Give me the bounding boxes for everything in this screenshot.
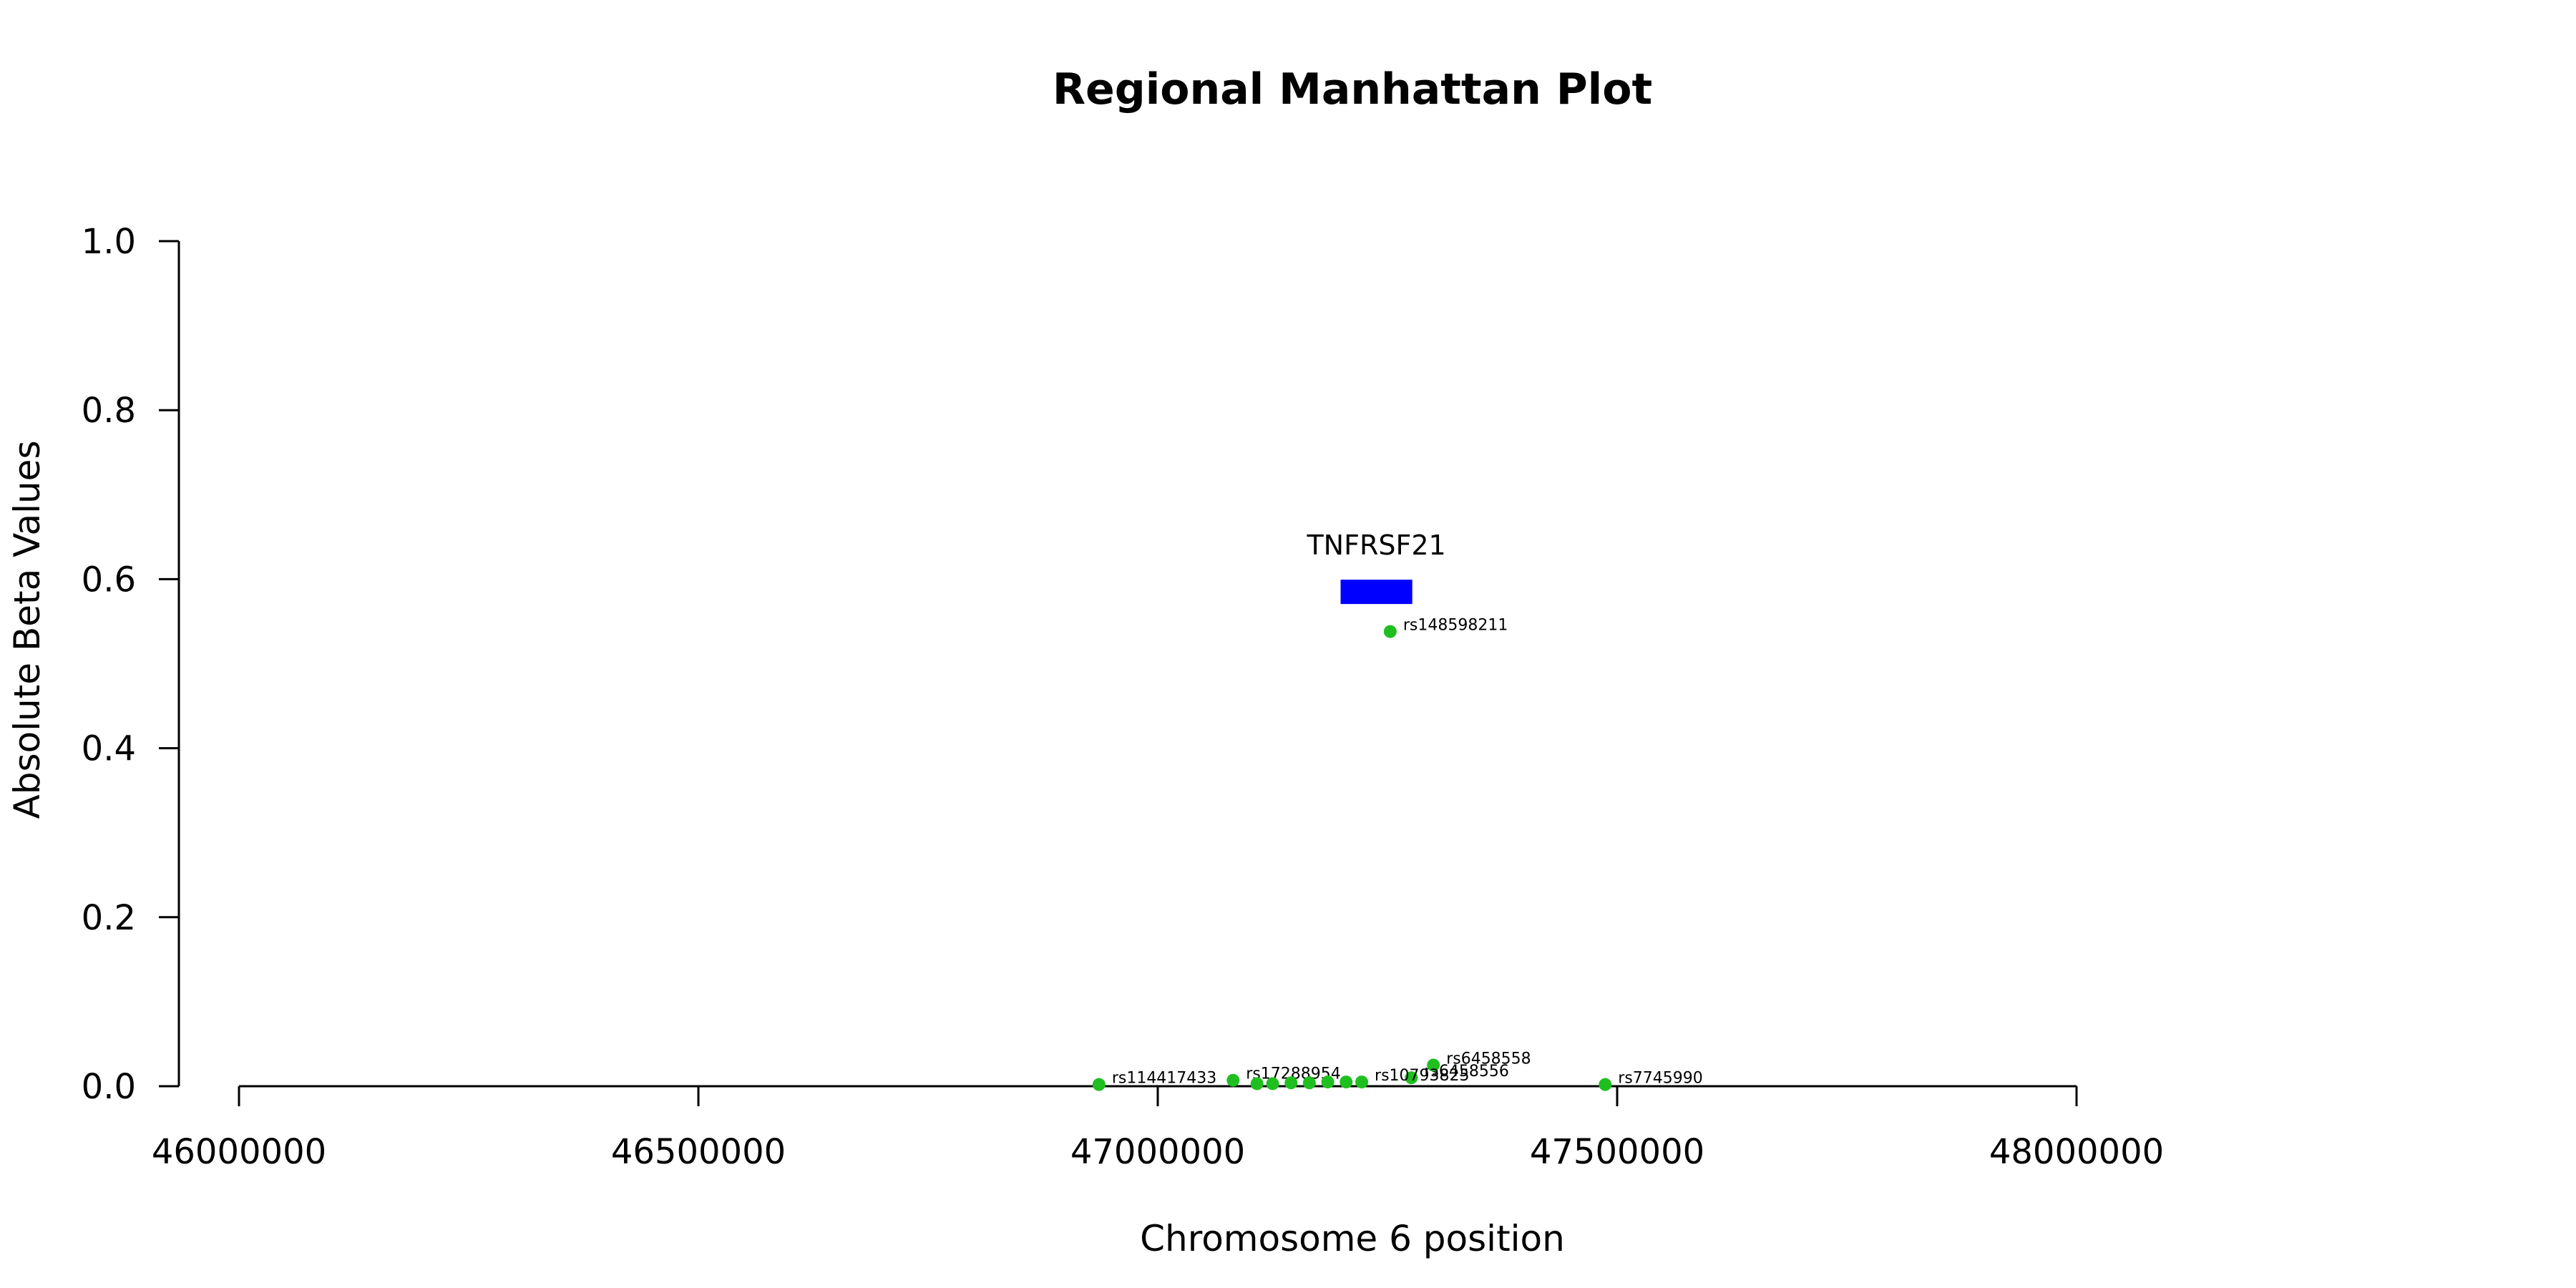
snp-point xyxy=(1092,1078,1106,1091)
snp-point xyxy=(1302,1076,1316,1090)
y-tick-label: 0.2 xyxy=(82,898,136,938)
snp-label: rs148598211 xyxy=(1403,617,1508,635)
y-tick-label: 0.0 xyxy=(82,1067,136,1107)
snp-point xyxy=(1599,1078,1612,1091)
snp-label: rs7745990 xyxy=(1618,1070,1703,1088)
snp-point xyxy=(1266,1077,1279,1091)
x-tick-label: 48000000 xyxy=(1989,1132,2164,1172)
snp-label: rs114417433 xyxy=(1112,1070,1216,1088)
snp-point xyxy=(1383,625,1397,638)
snp-point xyxy=(1355,1075,1369,1089)
snp-point xyxy=(1427,1058,1440,1072)
snp-label: rs6458558 xyxy=(1446,1050,1531,1068)
y-tick-label: 0.4 xyxy=(82,729,136,769)
x-tick-label: 46500000 xyxy=(611,1132,786,1172)
gene-bar xyxy=(1340,580,1413,605)
snp-point xyxy=(1321,1075,1335,1089)
snp-point xyxy=(1250,1077,1264,1091)
x-axis: 46000000 46500000 47000000 47500000 48000000 xyxy=(152,1085,2164,1172)
snp-point xyxy=(1405,1071,1418,1085)
x-tick-label: 46000000 xyxy=(152,1132,326,1172)
x-tick-label: 47000000 xyxy=(1070,1132,1245,1172)
y-tick-label: 0.6 xyxy=(82,560,136,600)
chart-title: Regional Manhattan Plot xyxy=(1053,64,1652,114)
snp-point xyxy=(1340,1075,1353,1089)
x-axis-label: Chromosome 6 position xyxy=(1140,1218,1565,1259)
y-tick-label: 0.8 xyxy=(82,391,136,431)
snp-label: rs10793825 xyxy=(1375,1067,1469,1085)
y-axis: 0.0 0.2 0.4 0.6 0.8 1.0 xyxy=(82,222,180,1107)
y-axis-label: Absolute Beta Values xyxy=(6,441,48,819)
snp-point xyxy=(1284,1076,1298,1090)
gene-label: TNFRSF21 xyxy=(1306,530,1445,561)
snp-points: rs114417433 rs17288954 rs6458556rs6458558r… xyxy=(1092,617,1703,1091)
y-tick-label: 1.0 xyxy=(82,222,136,262)
x-tick-label: 47500000 xyxy=(1530,1132,1704,1172)
snp-point xyxy=(1226,1073,1240,1087)
gene-track: TNFRSF21 xyxy=(1306,530,1446,605)
